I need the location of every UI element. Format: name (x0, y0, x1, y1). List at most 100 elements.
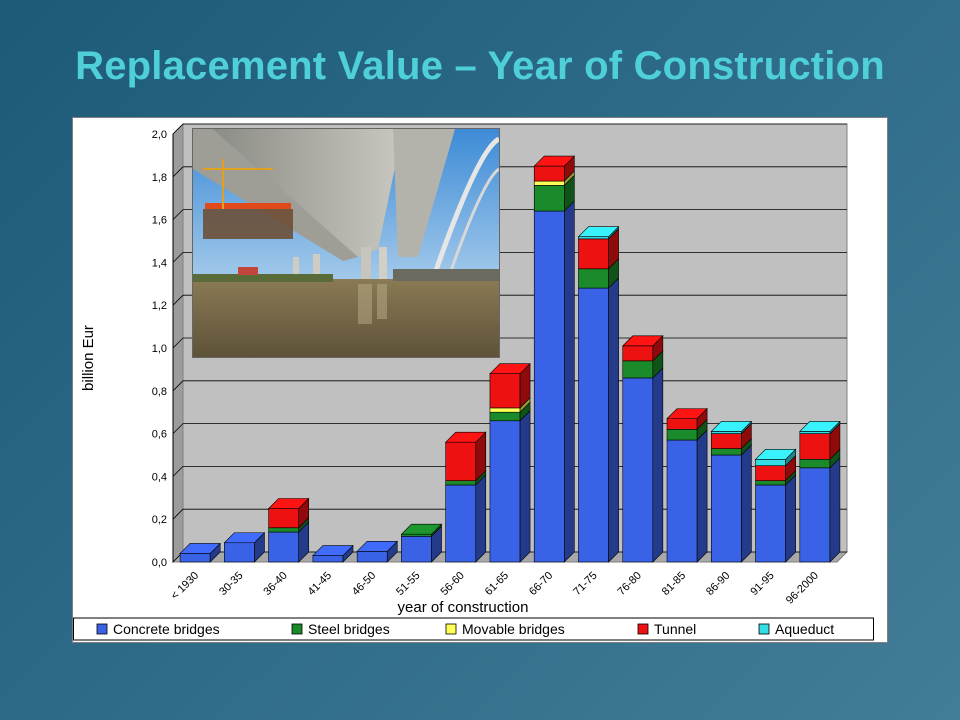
x-tick-label: 91-95 (748, 570, 776, 598)
bar-top (179, 543, 221, 554)
bar-stack (622, 335, 664, 563)
bar-segment (622, 360, 654, 379)
bar-segment (179, 553, 211, 563)
legend-swatch (96, 623, 108, 635)
bar-top (444, 431, 487, 443)
x-tick-label: 36-40 (261, 570, 289, 598)
bar-segment (666, 439, 698, 563)
bar-segment-side (829, 457, 841, 563)
bar-top (223, 532, 266, 544)
legend-label: Tunnel (654, 621, 696, 637)
bar-stack (577, 225, 620, 563)
bar-segment-side (564, 200, 575, 563)
bar-segment (622, 377, 654, 563)
y-tick-label: 2,0 (152, 129, 167, 141)
x-tick-label: 66-70 (527, 570, 555, 598)
bar-segment (622, 345, 654, 362)
bar-top (622, 335, 664, 347)
gridline-side (172, 423, 184, 434)
legend-swatch (637, 623, 649, 635)
x-tick-label: 56-60 (438, 570, 466, 598)
bar-segment (533, 185, 565, 212)
bar-segment-side (652, 367, 664, 563)
bar-stack (489, 362, 531, 563)
x-tick-label: 81-85 (660, 570, 688, 598)
legend-box (73, 617, 874, 641)
bar-segment (666, 418, 698, 430)
bar-segment (489, 407, 521, 413)
x-tick-label: 71-75 (571, 570, 599, 598)
gridline-side (172, 252, 184, 263)
x-tick-label: 46-50 (350, 570, 378, 598)
bar-segment-side (608, 277, 619, 563)
bar-segment (445, 480, 477, 486)
bar-segment (755, 480, 786, 486)
legend-label: Aqueduct (775, 621, 834, 637)
bar-segment (312, 555, 344, 563)
bar-segment-side (519, 410, 531, 563)
y-tick-label: 0,2 (152, 514, 167, 526)
bar-segment-side (696, 429, 708, 563)
legend-swatch (758, 623, 770, 635)
bar-segment (401, 536, 432, 563)
bar-segment-side (785, 474, 796, 563)
y-tick-label: 1,8 (152, 172, 167, 184)
bars (179, 155, 841, 563)
gridline-side (172, 294, 184, 306)
x-tick-label: 30-35 (217, 570, 245, 598)
bar-top (577, 226, 620, 238)
gridline-side (172, 508, 184, 520)
bar-segment (799, 458, 831, 469)
legend-label: Movable bridges (462, 621, 565, 637)
bar-segment (533, 165, 565, 182)
bar-stack (356, 540, 398, 563)
chart-frame: 0,0 0,2 0,4 0,6 0,8 1,0 1,2 1,4 1,6 1,8 2,0 < 1930… (72, 117, 888, 643)
bar-segment (268, 527, 300, 533)
bar-segment (356, 550, 388, 563)
bar-segment (755, 458, 786, 466)
bar-segment (533, 180, 565, 186)
bar-segment (578, 236, 609, 240)
bar-stack (179, 542, 221, 563)
bar-stack (267, 497, 310, 563)
slide-title: Replacement Value – Year of Construction (75, 44, 885, 88)
legend-swatch (445, 623, 457, 635)
legend-label: Steel bridges (308, 621, 390, 637)
bar-top (710, 421, 753, 432)
bar-top (489, 363, 531, 374)
bar-top (533, 155, 576, 167)
y-tick-label: 0,0 (152, 557, 167, 569)
x-tick-label: 86-90 (704, 570, 732, 598)
gridline-side (172, 123, 184, 135)
bar-stack (799, 420, 841, 563)
bar-segment (710, 454, 742, 563)
bar-segment (666, 429, 698, 441)
bar-top (666, 408, 708, 419)
x-tick-label: 61-65 (483, 570, 511, 598)
bar-segment (578, 238, 609, 270)
bar-segment (799, 467, 831, 563)
bar-segment (799, 433, 831, 460)
legend-swatch (291, 623, 303, 635)
bar-chart: 0,0 0,2 0,4 0,6 0,8 1,0 1,2 1,4 1,6 1,8 2,0 < 1930… (73, 122, 874, 641)
y-tick-labels: 0,0 0,2 0,4 0,6 0,8 1,0 1,2 1,4 1,6 1,8 2,0 (152, 129, 167, 569)
gridline-side (172, 337, 184, 349)
bar-segment (489, 373, 521, 409)
bar-segment (710, 448, 742, 456)
legend-label: Concrete bridges (113, 621, 220, 637)
bar-segment (533, 210, 565, 563)
gridline-side (172, 209, 184, 220)
bar-stack (754, 448, 797, 563)
bar-stack (312, 544, 354, 563)
bar-stack (400, 523, 443, 563)
bar-segment-side (741, 444, 752, 563)
y-axis-label: billion Eur (80, 325, 97, 391)
x-tick-label: 51-55 (394, 570, 422, 598)
bar-segment (755, 484, 786, 563)
bar-top (312, 545, 354, 556)
gridline-side (172, 166, 184, 178)
bar-stack (710, 420, 753, 563)
bar-segment (445, 441, 477, 481)
bar-segment-side (475, 474, 487, 563)
bar-segment (710, 431, 742, 434)
